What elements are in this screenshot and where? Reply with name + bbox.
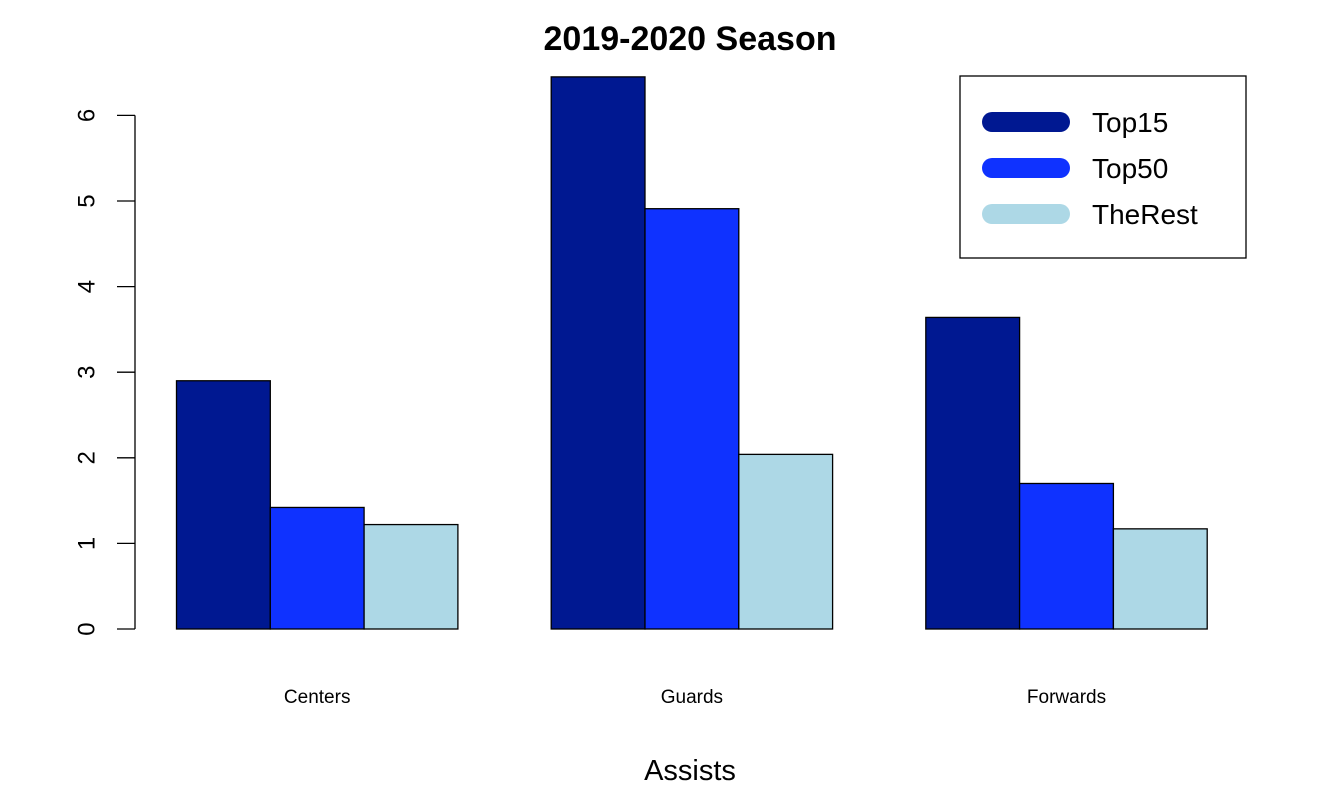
y-tick-label: 3 [73, 366, 100, 379]
legend: Top15 Top50 TheRest [959, 75, 1247, 259]
y-tick-label: 5 [73, 194, 100, 207]
x-axis-label: Assists [644, 755, 736, 787]
category-labels: Centers Guards Forwards [284, 687, 1106, 708]
y-tick-label: 2 [73, 451, 100, 464]
y-axis: 0 1 2 3 4 5 6 [73, 109, 136, 636]
chart-title: 2019-2020 Season [544, 20, 837, 58]
bar [1112, 528, 1208, 630]
bar [550, 76, 646, 630]
bar [738, 453, 834, 630]
bar [269, 506, 365, 630]
bar [1018, 482, 1115, 630]
legend-label: Top15 [1092, 107, 1168, 138]
y-tick-label: 1 [73, 537, 100, 550]
bar [925, 316, 1021, 630]
bar-groups [175, 76, 1208, 630]
legend-label: Top50 [1092, 153, 1168, 184]
bar-group [550, 76, 834, 630]
y-tick-label: 0 [73, 622, 100, 635]
bar [175, 380, 271, 630]
category-label: Centers [284, 687, 351, 708]
category-label: Forwards [1027, 687, 1106, 708]
bar [363, 523, 459, 630]
bar-group [175, 380, 459, 630]
bar-group [925, 316, 1208, 630]
y-tick-label: 6 [73, 109, 100, 122]
category-label: Guards [661, 687, 723, 708]
bar [644, 208, 740, 630]
y-tick-label: 4 [73, 280, 100, 293]
legend-label: TheRest [1092, 199, 1198, 230]
